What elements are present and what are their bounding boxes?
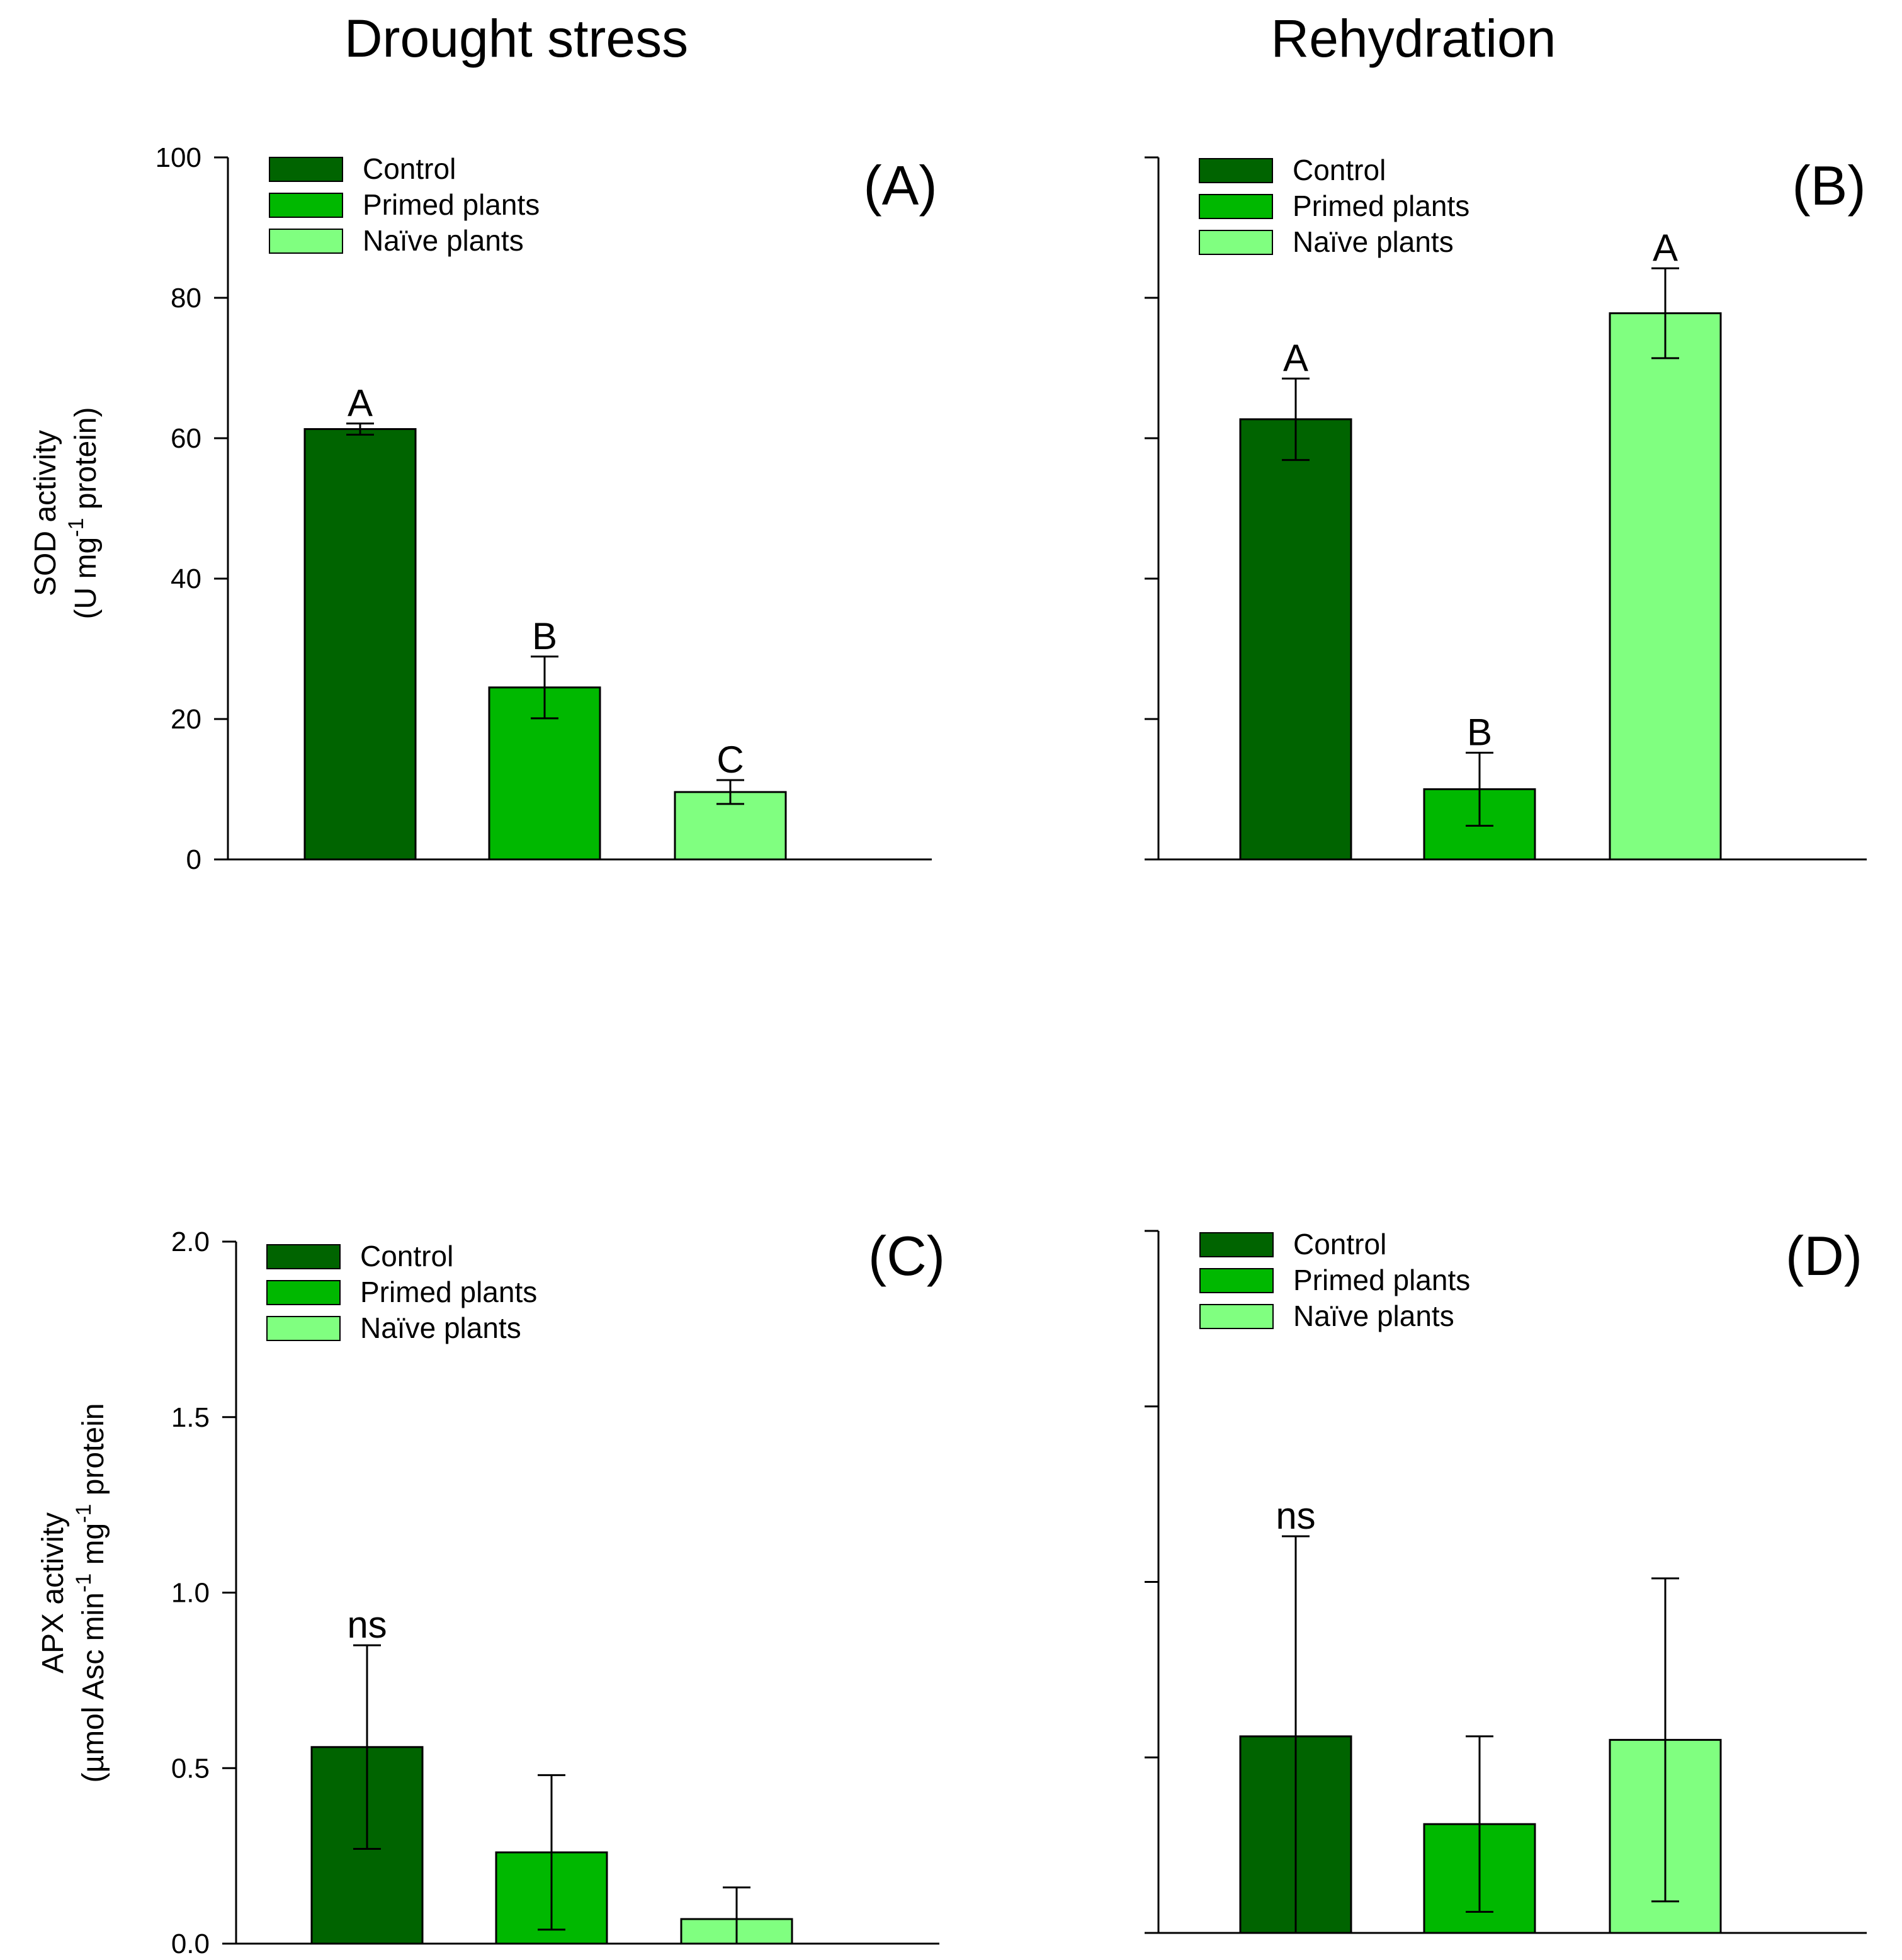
panel-d: ns Control Primed plants Naïve plants (D) [1145,1225,1867,1934]
ylabel-apx: APX activity (µmol Asc min-1 mg-1 protei… [37,1403,110,1783]
legend-swatch [266,1244,341,1269]
significance-letter: A [1653,227,1678,269]
legend-swatch [1199,158,1273,183]
ylabel-sod-line1: SOD activity [29,430,62,596]
y-tick-label: 2.0 [171,1226,210,1257]
significance-letter: A [1283,337,1308,379]
bar-control [1239,418,1352,861]
ylabel-sod: SOD activity (U mg-1 protein) [29,407,103,620]
legend-label: Control [360,1240,453,1272]
y-tick-label: 40 [171,564,201,594]
y-tick-label: 80 [171,283,201,314]
y-tick-label: 100 [156,142,201,173]
legend-swatch [266,1280,341,1305]
legend-label: Primed plants [1293,1264,1470,1296]
ylabel-apx-line1: APX activity [37,1512,70,1674]
panel-label: (D) [1786,1225,1862,1287]
legend-swatch [1199,1232,1274,1257]
legend-label: Naïve plants [1293,225,1454,258]
legend-label: Control [363,152,456,185]
bar-control [303,428,417,861]
bar-na-ve-plants [1609,312,1722,861]
significance-letter: C [716,739,744,781]
legend-swatch [266,1316,341,1341]
significance-letter: B [1467,711,1492,754]
legend-label: Naïve plants [363,224,524,257]
y-tick-label: 0 [186,844,201,875]
y-tick-label: 1.5 [171,1402,210,1433]
y-tick-label: 60 [171,423,201,454]
legend-label: Control [1293,154,1386,186]
legend-swatch [269,229,343,254]
column-title-rehydration: Rehydration [1271,9,1556,68]
legend-swatch [1199,230,1273,255]
y-tick-label: 20 [171,704,201,735]
panel-label: (A) [863,154,937,217]
legend-swatch [269,193,343,218]
y-tick-label: 1.0 [171,1578,210,1609]
significance-letter: A [348,382,373,424]
legend-label: Control [1293,1228,1386,1260]
significance-letter: ns [347,1604,387,1646]
column-title-drought: Drought stress [344,9,688,68]
legend-label: Naïve plants [1293,1300,1454,1332]
panel-label: (B) [1792,154,1865,217]
ylabel-sod-line2: (U mg-1 protein) [64,407,103,620]
legend-label: Primed plants [363,188,540,221]
legend-label: Primed plants [360,1276,537,1308]
legend-swatch [1199,194,1273,219]
legend-label: Primed plants [1293,190,1469,222]
y-tick-label: 0.5 [171,1753,210,1784]
legend-swatch [269,157,343,182]
legend-swatch [1199,1304,1274,1329]
panel-label: (C) [868,1225,945,1287]
y-tick-label: 0.0 [171,1929,210,1959]
legend-swatch [1199,1268,1274,1293]
significance-letter: B [532,615,557,657]
legend-label: Naïve plants [360,1311,521,1344]
panel-c: 0.0 0.5 1.0 1.5 2.0 ns Control Primed plantsNaï… [171,1225,945,1959]
significance-letter: ns [1276,1495,1315,1537]
ylabel-apx-line2: (µmol Asc min-1 mg-1 protein [72,1403,110,1783]
